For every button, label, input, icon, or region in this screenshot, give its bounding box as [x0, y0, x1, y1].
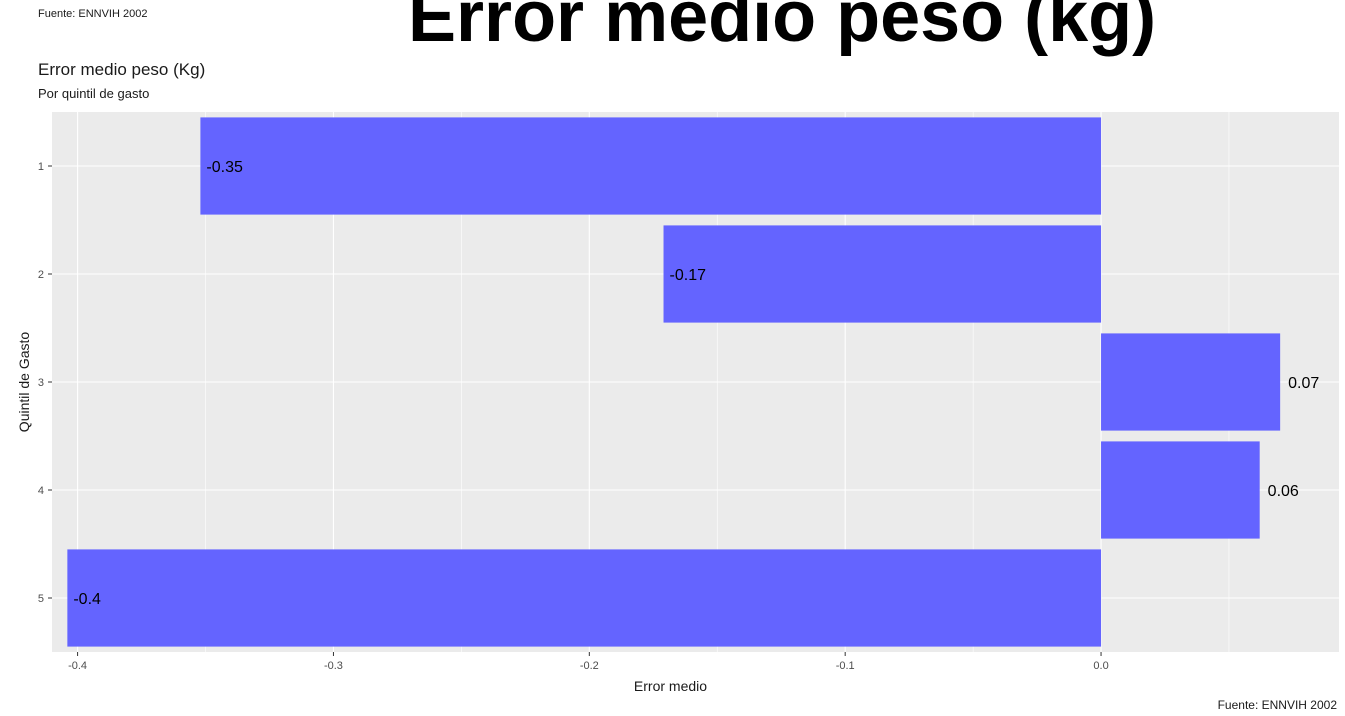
y-tick-label: 1	[38, 161, 44, 173]
x-axis-title: Error medio	[634, 678, 707, 694]
y-tick-label: 4	[38, 485, 44, 497]
y-axis: 1 2 3 4 5	[38, 161, 52, 605]
top-source-caption: Fuente: ENNVIH 2002	[38, 8, 148, 20]
data-label: 0.06	[1268, 483, 1299, 500]
data-label: -0.35	[206, 159, 243, 176]
chart-subtitle: Por quintil de gasto	[38, 86, 150, 101]
y-tick-label: 5	[38, 593, 44, 605]
bar	[200, 117, 1102, 215]
x-axis: -0.4 -0.3 -0.2 -0.1 0.0	[68, 652, 1109, 672]
y-tick-label: 2	[38, 269, 44, 281]
bar	[663, 225, 1102, 323]
bars	[67, 117, 1281, 647]
x-tick-label: -0.2	[580, 660, 599, 672]
y-axis-title: Quintil de Gasto	[16, 332, 32, 433]
bar	[67, 549, 1102, 647]
chart-title: Error medio peso (Kg)	[38, 60, 206, 79]
data-label: 0.07	[1288, 375, 1319, 392]
bottom-source-caption: Fuente: ENNVIH 2002	[1217, 698, 1337, 712]
big-title: Error medio peso (kg)	[408, 0, 1157, 57]
x-tick-label: 0.0	[1093, 660, 1108, 672]
x-tick-label: -0.3	[324, 660, 343, 672]
bar	[1101, 441, 1260, 539]
data-labels: -0.35 -0.17 0.07 0.06 -0.4	[73, 159, 1319, 608]
bar	[1101, 333, 1281, 431]
x-tick-label: -0.1	[836, 660, 855, 672]
data-label: -0.17	[670, 267, 707, 284]
y-tick-label: 3	[38, 377, 44, 389]
x-tick-label: -0.4	[68, 660, 87, 672]
data-label: -0.4	[73, 591, 101, 608]
